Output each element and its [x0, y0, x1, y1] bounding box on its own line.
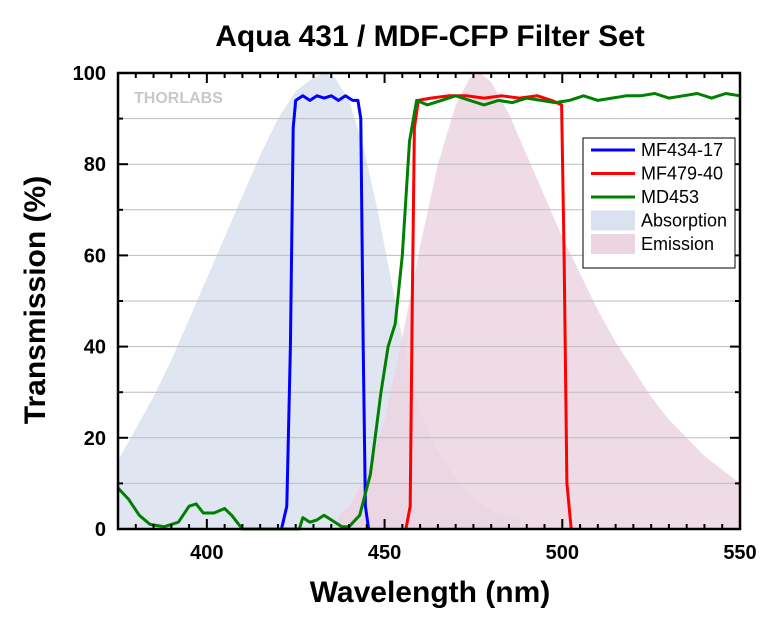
thorlabs-watermark: THORLABS	[134, 90, 223, 107]
legend-label: MF434-17	[641, 140, 723, 160]
legend-label: MF479-40	[641, 164, 723, 184]
y-tick-label: 80	[84, 154, 106, 176]
legend: MF434-17 MF479-40 MD453 Absorption Emission	[582, 137, 736, 269]
line-mf434-17	[280, 94, 371, 530]
y-axis-title: Transmission (%)	[19, 176, 52, 424]
line-md453	[116, 92, 741, 531]
x-tick-label: 400	[190, 542, 223, 564]
legend-label: Absorption	[641, 211, 727, 231]
tick-marks	[118, 72, 741, 530]
x-axis-title: Wavelength (nm)	[310, 576, 551, 609]
y-tick-label: 0	[95, 519, 106, 541]
line-mf479-40	[404, 94, 573, 530]
y-tick-label: 60	[84, 245, 106, 267]
legend-swatch	[591, 210, 635, 231]
chart-title: Aqua 431 / MDF-CFP Filter Set	[215, 20, 645, 53]
legend-label: Emission	[641, 234, 714, 254]
x-tick-label: 500	[546, 542, 579, 564]
x-tick-label: 450	[368, 542, 401, 564]
y-tick-label: 100	[73, 63, 106, 85]
x-tick-label: 550	[723, 542, 756, 564]
y-tick-label: 40	[84, 337, 106, 359]
y-tick-label: 20	[84, 428, 106, 450]
series-lines	[116, 92, 741, 531]
legend-label: MD453	[641, 187, 699, 207]
plot-area: THORLABS 400 450 500 550 0 20 40 60 80 100	[73, 63, 757, 564]
tick-labels: 400 450 500 550 0 20 40 60 80 100	[73, 63, 757, 564]
legend-swatch	[591, 234, 635, 254]
